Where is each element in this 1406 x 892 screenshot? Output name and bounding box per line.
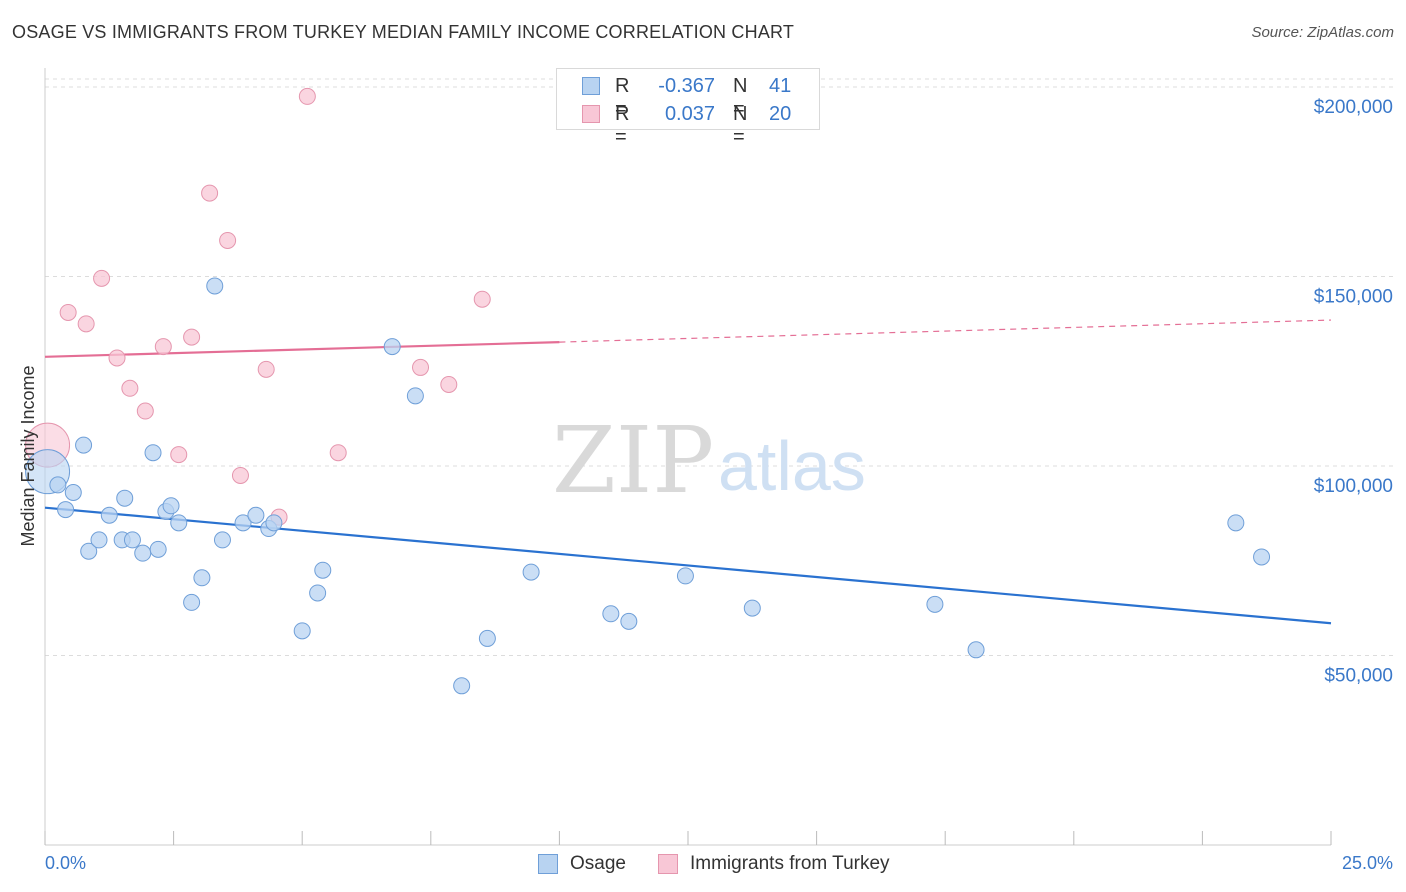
data-point-osage	[265, 514, 283, 532]
data-point-osage	[123, 531, 141, 549]
y-axis-title: Median Family Income	[18, 365, 38, 546]
series-legend: Osage Immigrants from Turkey	[0, 852, 1406, 880]
data-point-turkey	[77, 315, 95, 333]
data-point-osage	[49, 476, 67, 494]
data-point-turkey	[298, 87, 316, 105]
legend-n-value: 20	[769, 103, 792, 125]
data-point-osage	[64, 484, 82, 502]
data-point-turkey	[154, 338, 172, 356]
data-point-osage	[314, 561, 332, 579]
data-point-osage	[620, 612, 638, 630]
data-point-osage	[1227, 514, 1245, 532]
data-point-osage	[213, 531, 231, 549]
data-point-turkey	[121, 379, 139, 397]
data-point-osage	[116, 489, 134, 507]
y-tick-label: $50,000	[1324, 665, 1393, 686]
legend-swatch-osage	[582, 77, 600, 95]
x-tick-label: 0.0%	[45, 853, 86, 873]
data-point-osage	[162, 497, 180, 515]
legend-r-value: 0.037	[664, 103, 715, 125]
data-point-turkey	[412, 358, 430, 376]
data-point-turkey	[329, 444, 347, 462]
y-tick-label: $100,000	[1314, 476, 1393, 497]
x-tick-label: 25.0%	[1342, 853, 1393, 873]
legend-r-value: -0.367	[658, 75, 715, 97]
legend-label-osage: Osage	[570, 853, 626, 874]
data-point-osage	[134, 544, 152, 562]
legend-n-value: 41	[769, 75, 792, 97]
data-point-osage	[676, 567, 694, 585]
legend-n-label: N =	[733, 75, 748, 120]
data-point-turkey	[59, 303, 77, 321]
trend-line-osage	[44, 506, 1332, 625]
data-point-turkey	[257, 360, 275, 378]
data-point-osage	[743, 599, 761, 617]
data-point-osage	[1253, 548, 1271, 566]
data-point-osage	[967, 641, 985, 659]
legend-swatch-turkey	[582, 105, 600, 123]
chart-title: OSAGE VS IMMIGRANTS FROM TURKEY MEDIAN F…	[12, 22, 795, 42]
data-point-turkey	[108, 349, 126, 367]
legend-r-label: R =	[615, 103, 630, 148]
axis-labels: Median Family Income $50,000 $100,000 $150…	[18, 97, 1393, 873]
data-point-turkey	[201, 184, 219, 202]
legend-swatch-osage	[538, 854, 558, 874]
data-point-osage	[149, 540, 167, 558]
data-point-turkey	[93, 269, 111, 287]
data-point-turkey	[440, 375, 458, 393]
legend-r-label: R =	[615, 75, 630, 120]
data-point-osage	[206, 277, 224, 295]
data-point-osage	[478, 629, 496, 647]
data-point-osage	[406, 387, 424, 405]
data-point-turkey	[170, 446, 188, 464]
trend-line-extension-turkey	[559, 319, 1332, 343]
data-point-osage	[170, 514, 188, 532]
watermark: ZIP atlas	[552, 407, 866, 514]
data-point-turkey	[473, 290, 491, 308]
data-point-osage	[309, 584, 327, 602]
legend-n-label: N =	[733, 103, 748, 148]
watermark-zip: ZIP	[552, 407, 714, 514]
data-point-osage	[144, 444, 162, 462]
data-point-osage	[57, 501, 75, 519]
data-points	[25, 87, 1271, 695]
legend-label-turkey: Immigrants from Turkey	[690, 853, 890, 874]
data-point-turkey	[231, 466, 249, 484]
data-point-osage	[247, 506, 265, 524]
data-point-osage	[926, 595, 944, 613]
data-point-osage	[183, 593, 201, 611]
data-point-osage	[75, 436, 93, 454]
data-point-osage	[234, 514, 252, 532]
data-point-turkey	[219, 231, 237, 249]
watermark-atlas: atlas	[718, 427, 866, 505]
data-point-osage	[522, 563, 540, 581]
data-point-turkey	[136, 402, 154, 420]
data-point-osage	[602, 605, 620, 623]
trend-line-turkey	[44, 341, 560, 358]
data-point-osage	[453, 677, 471, 695]
correlation-legend: R = -0.367 N = 41 R = 0.037 N = 20	[556, 68, 820, 148]
data-point-osage	[293, 622, 311, 640]
source-credit: Source: ZipAtlas.com	[1251, 24, 1394, 41]
legend-swatch-turkey	[658, 854, 678, 874]
trend-lines	[44, 319, 1332, 625]
data-point-osage	[383, 338, 401, 356]
data-point-osage	[80, 542, 98, 560]
y-tick-label: $150,000	[1314, 286, 1393, 307]
y-tick-label: $200,000	[1314, 97, 1393, 118]
data-point-osage	[193, 569, 211, 587]
data-point-osage	[100, 506, 118, 524]
data-point-turkey	[183, 328, 201, 346]
data-point-osage	[90, 531, 108, 549]
